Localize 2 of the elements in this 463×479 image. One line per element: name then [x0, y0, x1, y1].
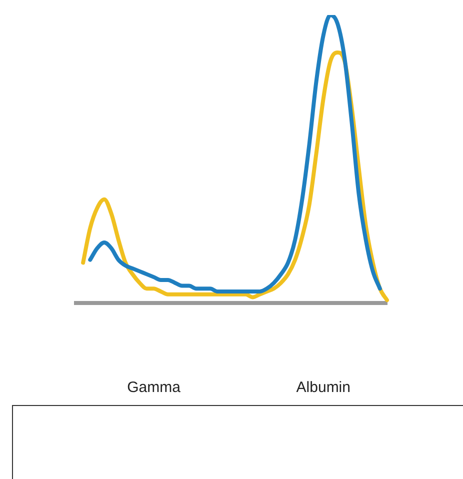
- x-tick-label: Gamma: [127, 379, 182, 396]
- x-tick-label: Albumin: [296, 379, 350, 396]
